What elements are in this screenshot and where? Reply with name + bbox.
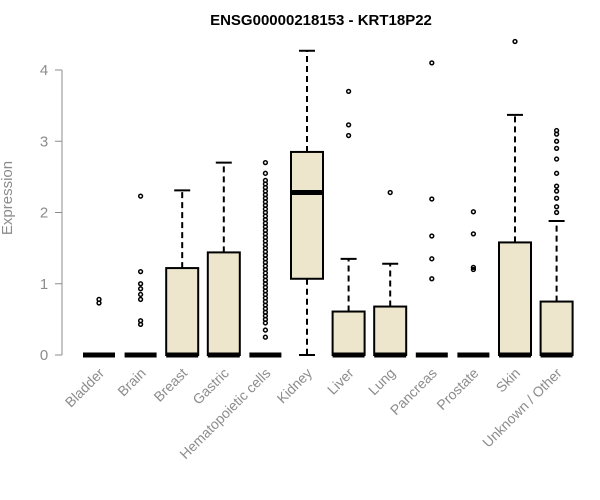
- outlier-point: [470, 264, 477, 271]
- outlier-point: [470, 209, 477, 215]
- outlier-point: [262, 334, 269, 340]
- box-breast: [165, 189, 200, 358]
- y-tick-label: 3: [40, 133, 48, 150]
- box-liver: [331, 88, 366, 358]
- outlier-point: [553, 138, 560, 144]
- outlier-point: [553, 183, 560, 189]
- y-tick-label: 2: [40, 205, 48, 222]
- boxes: [83, 38, 574, 358]
- box-iqr: [206, 251, 241, 356]
- outlier-point: [429, 256, 435, 262]
- outlier-point: [262, 327, 269, 333]
- box-iqr: [331, 310, 366, 357]
- outlier-point: [262, 170, 269, 176]
- outlier-point: [345, 122, 352, 128]
- outlier-point: [262, 177, 269, 184]
- x-tick-label: Prostate: [433, 365, 481, 413]
- y-axis: 0 1 2 3 4: [40, 62, 63, 364]
- box-iqr: [498, 241, 532, 356]
- box-lung: [373, 189, 408, 358]
- box-bladder: [83, 296, 115, 358]
- x-tick-label: Skin: [493, 365, 524, 396]
- outlier-point: [553, 209, 560, 216]
- outlier-point: [553, 145, 560, 152]
- x-tick-label: Kidney: [274, 365, 316, 407]
- outlier-point: [387, 189, 393, 196]
- y-tick-label: 4: [40, 62, 48, 79]
- outlier-point: [429, 276, 435, 282]
- x-tick-label: Lung: [365, 365, 398, 398]
- y-axis-label: Expression: [0, 161, 16, 235]
- box-gastric: [206, 161, 241, 358]
- outlier-point: [137, 268, 144, 275]
- outlier-point: [137, 286, 144, 292]
- x-tick-label: Unknown / Other: [479, 365, 565, 451]
- outlier-point: [137, 291, 144, 298]
- box-iqr: [539, 300, 574, 356]
- outlier-point: [470, 266, 477, 273]
- outlier-point: [429, 233, 435, 239]
- outlier-point: [137, 193, 144, 199]
- y-tick-label: 1: [40, 276, 48, 293]
- outlier-point: [137, 318, 144, 324]
- outlier-point: [553, 204, 560, 210]
- x-tick-label: Bladder: [62, 365, 108, 411]
- outlier-point: [553, 195, 560, 201]
- box-iqr: [373, 305, 408, 356]
- box-iqr: [290, 150, 324, 280]
- outlier-point: [429, 60, 435, 66]
- outlier-point: [137, 281, 144, 287]
- outlier-point: [512, 38, 518, 45]
- x-tick-label: Brain: [114, 365, 148, 399]
- outlier-point: [96, 296, 102, 303]
- chart-title: ENSG00000218153 - KRT18P22: [210, 12, 432, 29]
- box-unknown-other: [539, 127, 574, 358]
- outlier-point: [345, 88, 352, 95]
- outlier-point: [262, 159, 269, 166]
- outlier-point: [470, 231, 477, 237]
- outlier-point: [553, 188, 560, 194]
- box-pancreas: [415, 60, 448, 358]
- box-brain: [124, 193, 157, 358]
- x-tick-label: Liver: [324, 365, 357, 398]
- box-skin: [498, 38, 532, 358]
- outlier-point: [137, 296, 144, 303]
- outlier-point: [345, 132, 352, 139]
- x-tick-label: Breast: [150, 365, 190, 405]
- outlier-point: [553, 156, 560, 162]
- box-iqr: [165, 267, 200, 357]
- outlier-point: [553, 127, 560, 134]
- y-tick-label: 0: [40, 347, 48, 364]
- box-prostate: [457, 209, 490, 358]
- outlier-point: [553, 170, 560, 176]
- outlier-point: [429, 196, 435, 202]
- box-hematopoietic-cells: [249, 159, 282, 358]
- box-kidney: [290, 49, 324, 356]
